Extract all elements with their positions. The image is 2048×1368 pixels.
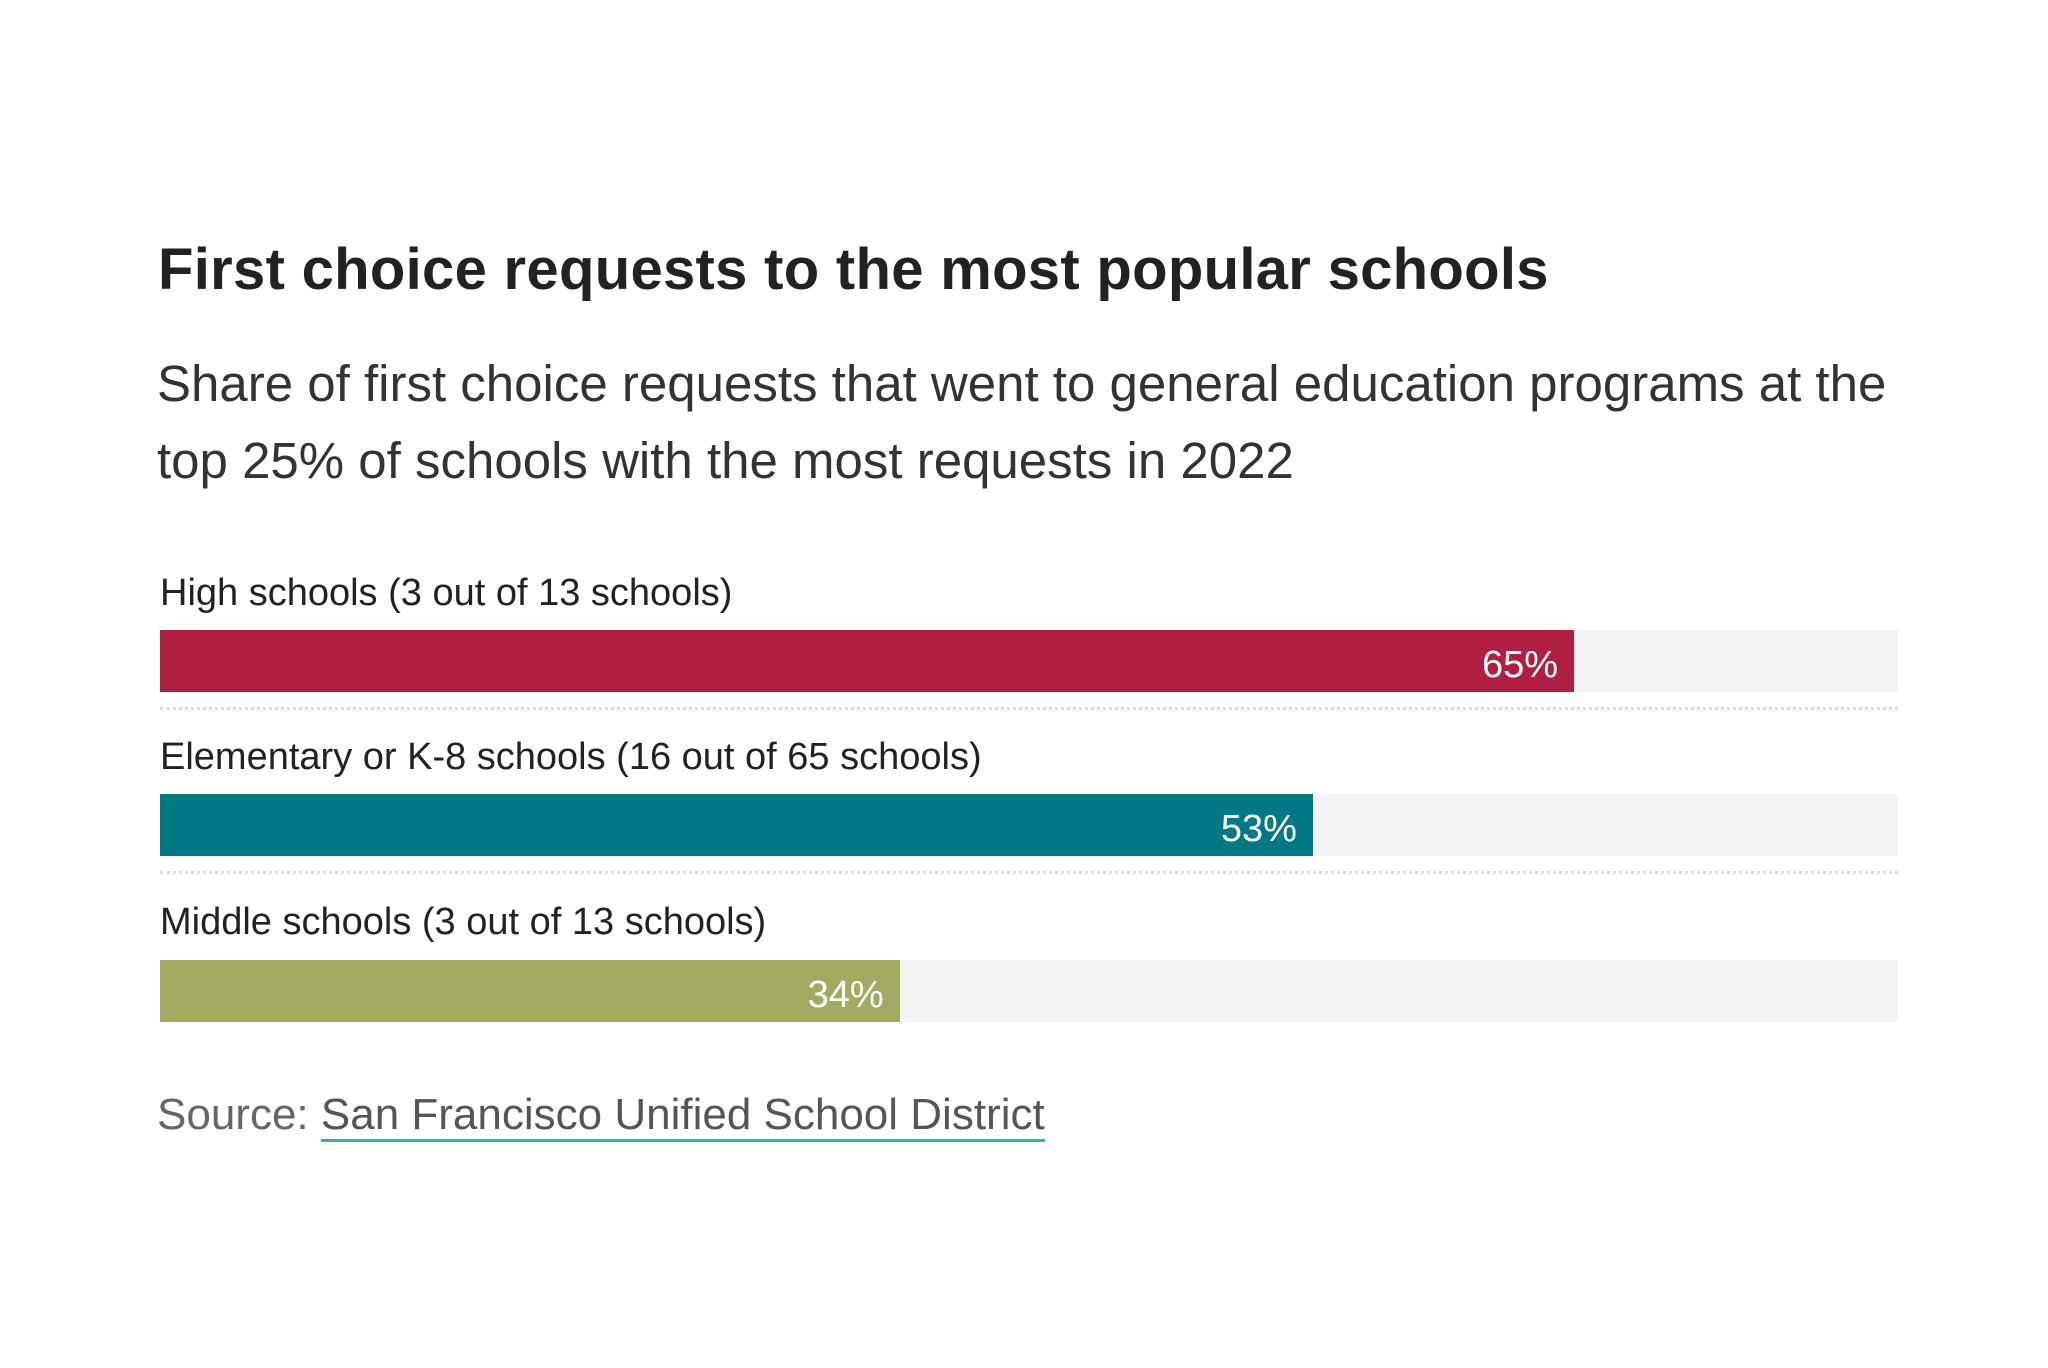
source-line: Source: San Francisco Unified School Dis… bbox=[157, 1090, 1045, 1142]
bar: 34% bbox=[160, 960, 900, 1022]
row-divider bbox=[160, 871, 1898, 874]
bar-track: 34% bbox=[160, 960, 1898, 1022]
bar: 65% bbox=[160, 630, 1574, 692]
source-prefix: Source: bbox=[157, 1090, 309, 1139]
chart-title: First choice requests to the most popula… bbox=[158, 237, 1549, 302]
bar-row: Middle schools (3 out of 13 schools) 34% bbox=[160, 897, 1898, 1022]
bar-row: High schools (3 out of 13 schools) 65% bbox=[160, 568, 1898, 692]
value-label: 34% bbox=[807, 974, 884, 1016]
value-label: 53% bbox=[1220, 808, 1297, 850]
category-label: Middle schools (3 out of 13 schools) bbox=[160, 901, 767, 943]
category-label: Elementary or K-8 schools (16 out of 65 … bbox=[160, 736, 982, 778]
bar-track: 53% bbox=[160, 794, 1898, 856]
row-divider bbox=[160, 707, 1898, 710]
source-link[interactable]: San Francisco Unified School District bbox=[320, 1090, 1045, 1142]
bar-track: 65% bbox=[160, 630, 1898, 692]
bar-row: Elementary or K-8 schools (16 out of 65 … bbox=[160, 732, 1898, 856]
category-label: High schools (3 out of 13 schools) bbox=[160, 572, 733, 614]
chart-subtitle: Share of first choice requests that went… bbox=[157, 355, 1887, 489]
bar: 53% bbox=[160, 794, 1313, 856]
value-label: 65% bbox=[1481, 644, 1558, 686]
